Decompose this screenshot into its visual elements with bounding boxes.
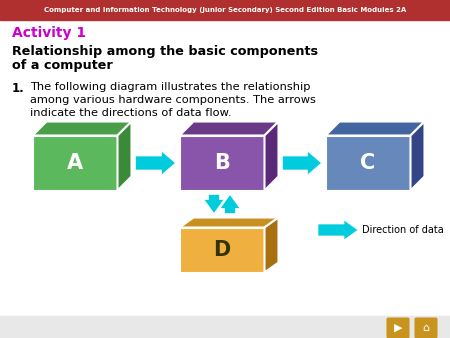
Bar [32, 136, 117, 191]
Text: C: C [360, 153, 376, 173]
Bar [180, 227, 265, 272]
Polygon shape [180, 217, 279, 227]
Text: D: D [213, 240, 230, 260]
Text: ⌂: ⌂ [423, 323, 430, 333]
Text: Direction of data: Direction of data [362, 225, 444, 235]
Polygon shape [32, 121, 131, 136]
Polygon shape [220, 194, 240, 214]
Text: Relationship among the basic components: Relationship among the basic components [12, 46, 318, 58]
Text: 1.: 1. [12, 82, 25, 95]
Polygon shape [318, 220, 358, 240]
Text: A: A [67, 153, 83, 173]
Text: B: B [214, 153, 230, 173]
Polygon shape [283, 151, 321, 175]
FancyBboxPatch shape [387, 317, 410, 338]
Polygon shape [117, 121, 131, 191]
Bar [325, 136, 410, 191]
Bar [0, 0, 450, 20]
Polygon shape [325, 121, 424, 136]
Text: indicate the directions of data flow.: indicate the directions of data flow. [30, 108, 231, 118]
Text: Computer and Information Technology (Junior Secondary) Second Edition Basic Modu: Computer and Information Technology (Jun… [44, 7, 406, 13]
Polygon shape [265, 217, 279, 272]
Polygon shape [135, 151, 176, 175]
Polygon shape [204, 194, 224, 214]
Text: ▶: ▶ [394, 323, 402, 333]
Bar [0, 316, 450, 338]
Bar [180, 136, 265, 191]
Polygon shape [410, 121, 424, 191]
Text: of a computer: of a computer [12, 59, 113, 72]
Bar [0, 20, 450, 316]
Text: among various hardware components. The arrows: among various hardware components. The a… [30, 95, 316, 105]
FancyBboxPatch shape [414, 317, 437, 338]
Text: The following diagram illustrates the relationship: The following diagram illustrates the re… [30, 82, 310, 92]
Polygon shape [265, 121, 279, 191]
Text: Activity 1: Activity 1 [12, 26, 86, 40]
Polygon shape [180, 121, 279, 136]
